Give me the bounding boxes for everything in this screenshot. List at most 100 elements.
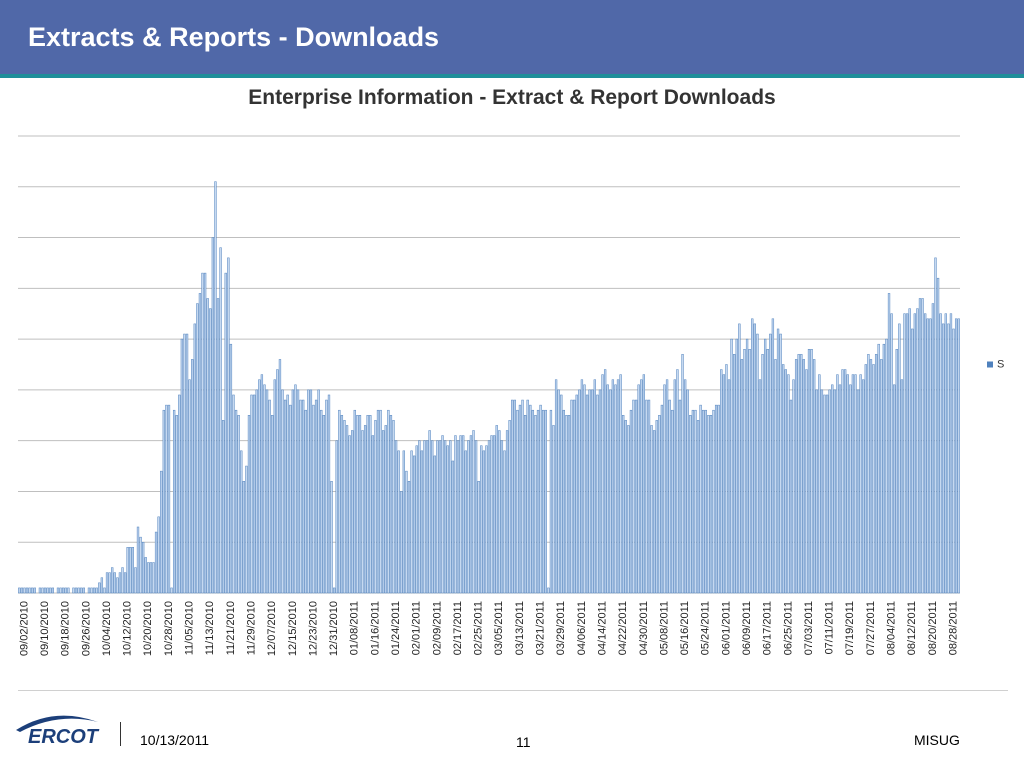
bar	[59, 587, 62, 594]
bar	[304, 409, 307, 594]
bar	[949, 313, 953, 594]
bar	[271, 415, 274, 594]
bar	[745, 338, 749, 594]
x-tick-label: 12/07/2010	[266, 601, 278, 656]
bar	[521, 399, 524, 594]
bar	[560, 394, 563, 594]
logo: ERCOT	[28, 726, 98, 748]
x-tick-label: 02/25/2011	[473, 601, 485, 655]
bar	[580, 379, 584, 594]
bar	[500, 440, 504, 594]
bar	[908, 308, 911, 594]
bar	[634, 399, 638, 594]
bar	[619, 374, 622, 594]
x-tick-label: 01/24/2011	[390, 601, 402, 655]
x-tick-label: 07/03/2011	[803, 601, 815, 655]
bar	[924, 313, 927, 594]
bar	[833, 389, 836, 594]
bar	[789, 399, 793, 594]
bar	[490, 435, 493, 594]
bar	[616, 379, 620, 594]
bar	[735, 338, 738, 594]
bar	[867, 354, 870, 594]
bar	[74, 587, 78, 594]
bar	[862, 379, 865, 594]
bar	[717, 404, 720, 594]
bar	[900, 379, 904, 594]
slide-title: Extracts & Reports - Downloads	[28, 22, 440, 52]
bar	[588, 389, 591, 594]
bar	[676, 369, 679, 594]
bar	[547, 587, 550, 594]
bar	[730, 338, 733, 594]
x-tick-label: 05/24/2011	[700, 601, 712, 655]
bar	[147, 562, 150, 594]
bar	[523, 415, 527, 594]
bar	[929, 318, 932, 594]
bar	[769, 333, 772, 594]
bar	[268, 399, 271, 594]
bar	[425, 440, 429, 594]
bar	[836, 374, 839, 594]
legend-swatch	[987, 361, 993, 368]
bar	[185, 333, 189, 594]
bar	[841, 369, 844, 594]
x-tick-label: 09/18/2010	[60, 601, 72, 656]
bar	[175, 415, 178, 594]
bar	[712, 409, 715, 594]
bar	[640, 379, 643, 594]
bar	[397, 450, 400, 594]
bar	[766, 349, 769, 594]
footer-event: MISUG	[914, 732, 960, 748]
x-tick-label: 12/15/2010	[287, 601, 299, 656]
bar	[534, 415, 537, 594]
bar	[265, 389, 269, 594]
bar	[495, 425, 498, 594]
logo-swoosh	[16, 715, 98, 732]
bar	[877, 343, 880, 594]
x-tick-label: 01/08/2011	[349, 601, 361, 655]
bar	[467, 440, 470, 594]
bar	[774, 359, 777, 594]
bar	[622, 415, 625, 594]
bar	[389, 415, 393, 594]
bar	[565, 415, 568, 594]
bar	[157, 516, 160, 594]
bar	[382, 430, 385, 594]
bar	[578, 389, 581, 594]
bar	[41, 587, 44, 594]
x-tick-label: 10/28/2010	[163, 601, 175, 656]
footer-line	[18, 690, 1008, 691]
x-tick-label: 12/23/2010	[307, 601, 319, 656]
bar	[596, 394, 599, 594]
bar	[614, 384, 617, 594]
bar	[191, 359, 194, 594]
bar	[464, 450, 467, 594]
bar	[807, 349, 811, 594]
bar	[689, 415, 692, 594]
bar	[653, 430, 656, 594]
bar	[859, 374, 862, 594]
bar	[400, 491, 403, 594]
bar	[702, 409, 705, 594]
bar	[797, 354, 800, 594]
bar	[413, 455, 416, 594]
x-tick-label: 10/04/2010	[101, 601, 113, 656]
x-tick-label: 04/22/2011	[617, 601, 629, 655]
bar	[849, 384, 852, 594]
bar	[609, 389, 612, 594]
bar	[536, 409, 540, 594]
x-tick-label: 06/25/2011	[782, 601, 794, 655]
bar	[348, 435, 351, 594]
bar	[864, 364, 867, 594]
x-tick-label: 09/10/2010	[39, 601, 51, 656]
x-tick-label: 07/27/2011	[865, 601, 877, 655]
bar	[683, 379, 687, 594]
bar	[722, 374, 726, 594]
bar	[410, 450, 413, 594]
bar	[379, 409, 382, 594]
bar	[810, 349, 813, 594]
bar	[911, 328, 914, 594]
bar	[216, 298, 220, 594]
